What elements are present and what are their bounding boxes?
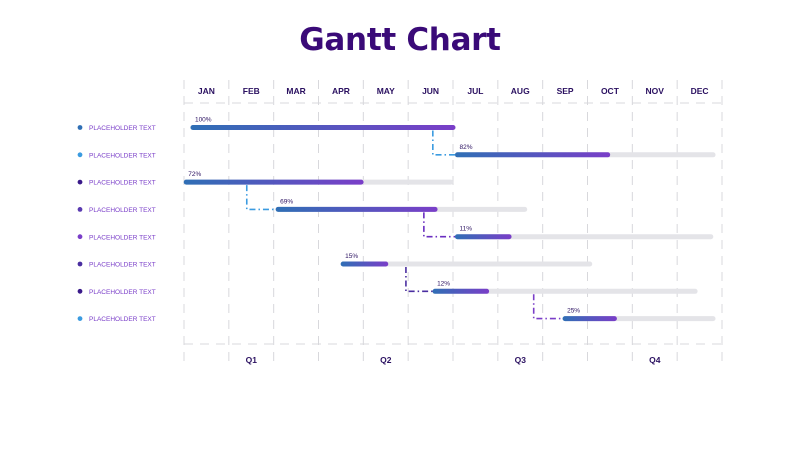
month-label: JAN (198, 86, 215, 96)
quarter-label: Q1 (246, 355, 258, 365)
grid-lines (183, 80, 723, 366)
progress-percent-label: 69% (280, 198, 293, 205)
task-label: PLACEHOLDER TEXT (89, 234, 156, 241)
task-label: PLACEHOLDER TEXT (89, 207, 156, 214)
progress-percent-label: 100% (195, 117, 212, 124)
task-bullet-dot (77, 316, 83, 321)
month-label: SEP (557, 86, 574, 96)
task-progress-bar (454, 234, 512, 240)
month-label: MAY (377, 86, 395, 96)
month-label: JUN (422, 86, 439, 96)
task-progress-bar (340, 261, 389, 267)
month-label: DEC (691, 86, 709, 96)
task-bars: 100% 82% 72% 69% 11% 15% 12% 25% (183, 117, 716, 322)
month-label: JUL (467, 86, 483, 96)
task-progress-bar (432, 288, 490, 294)
task-bullet-dot (77, 179, 83, 185)
dependency-connector (432, 130, 458, 156)
month-header: JAN FEB MAR APR MAY JUN JUL AUG SEP OCT NOV DEC (198, 86, 709, 96)
dependency-connector (532, 294, 566, 320)
task-bullet-dot (77, 125, 83, 130)
chart-title: Gantt Chart (299, 22, 501, 58)
progress-percent-label: 25% (567, 308, 580, 315)
task-label: PLACEHOLDER TEXT (89, 152, 156, 159)
task-progress-bar (454, 152, 611, 158)
month-label: MAR (286, 86, 305, 96)
task-label: PLACEHOLDER TEXT (89, 125, 156, 132)
month-label: APR (332, 86, 350, 96)
task-bullet-dot (77, 152, 83, 158)
task-progress-bar (183, 179, 364, 185)
task-progress-bar (275, 206, 438, 212)
task-bullet-dot (77, 234, 83, 240)
quarter-label: Q4 (649, 355, 661, 365)
task-progress-bar (562, 316, 617, 322)
task-label: PLACEHOLDER TEXT (89, 262, 156, 269)
quarter-footer: Q1 Q2 Q3 Q4 (246, 355, 661, 365)
progress-percent-label: 82% (459, 144, 472, 151)
quarter-label: Q3 (515, 355, 527, 365)
task-bullet-dot (77, 288, 83, 294)
month-label: OCT (601, 86, 620, 96)
task-bullet-dot (77, 207, 83, 212)
task-label: PLACEHOLDER TEXT (89, 316, 156, 323)
dependency-connector (405, 267, 436, 293)
dependency-connectors (245, 130, 566, 320)
month-label: NOV (646, 86, 665, 96)
dependency-connector (245, 185, 279, 211)
task-bullet-dot (77, 261, 83, 267)
month-label: FEB (243, 86, 260, 96)
progress-percent-label: 12% (437, 280, 450, 287)
quarter-label: Q2 (380, 355, 392, 365)
progress-percent-label: 15% (345, 253, 358, 260)
task-label: PLACEHOLDER TEXT (89, 180, 156, 187)
progress-percent-label: 72% (188, 171, 201, 178)
progress-percent-label: 11% (459, 226, 472, 233)
task-labels: PLACEHOLDER TEXT PLACEHOLDER TEXT PLACEHOL… (77, 125, 156, 323)
month-label: AUG (511, 86, 530, 96)
task-progress-bar (190, 125, 456, 130)
task-label: PLACEHOLDER TEXT (89, 289, 156, 296)
dependency-connector (423, 212, 458, 238)
